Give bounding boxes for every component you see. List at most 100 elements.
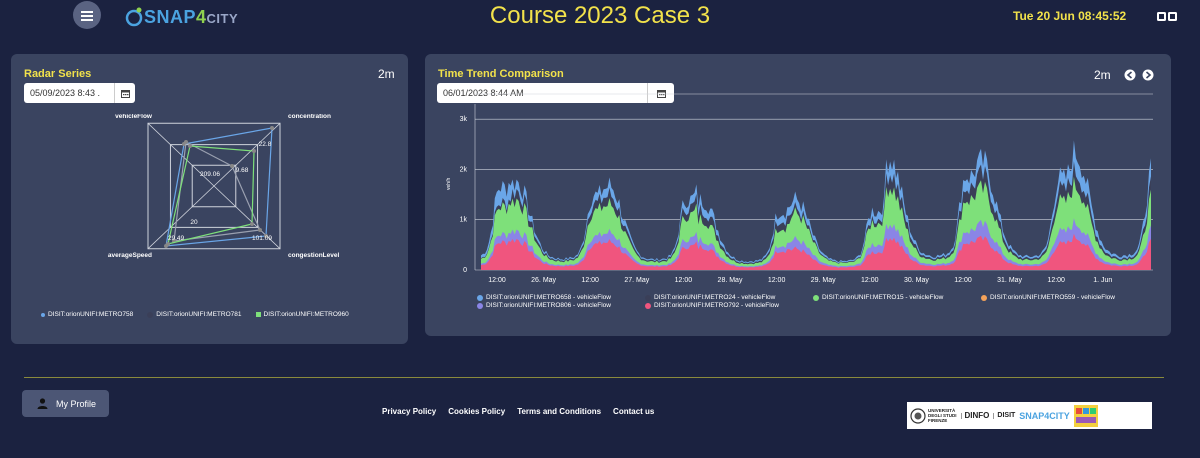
- x-tick-label: 12:00: [954, 277, 972, 284]
- y-tick-label: 1k: [460, 217, 468, 224]
- arrow-right-icon[interactable]: [1142, 69, 1154, 81]
- radar-axis-line: [213, 185, 281, 249]
- widget-title: Time Trend Comparison: [438, 68, 564, 80]
- radar-axis-label: concentration: [288, 114, 331, 120]
- widget-title: Radar Series: [24, 68, 92, 80]
- trend-legend: DISIT:orionUNIFI:METRO658 - vehicleFlow D…: [477, 294, 1157, 309]
- legend-swatch: [645, 294, 651, 301]
- radar-legend: DISIT:orionUNIFI:METRO758 DISIT:orionUNIF…: [41, 311, 401, 318]
- partner-logos: UNIVERSITÀ DEGLI STUDI FIRENZE DINFO DISIT…: [907, 402, 1152, 429]
- y-tick-label: 0: [463, 267, 467, 274]
- x-tick-label: 27. May: [624, 277, 649, 284]
- disit-logo[interactable]: DISIT: [993, 412, 1015, 419]
- y-tick-label: 3k: [460, 116, 468, 123]
- unifi-seal-icon: [910, 407, 926, 424]
- x-tick-label: 26. May: [531, 277, 556, 284]
- radar-point: [252, 149, 256, 153]
- radar-point: [188, 144, 192, 148]
- legend-swatch: [477, 294, 483, 301]
- x-tick-label: 12:00: [581, 277, 599, 284]
- radar-series-polygon: [173, 141, 261, 242]
- time-trend-chart: 0 1k 2k 3k veh/h 12:00 26. May 12:00 27. May 12:0…: [446, 93, 1153, 284]
- footer-divider: [24, 377, 1164, 378]
- date-picker[interactable]: 05/09/2023 8:43 .: [24, 83, 135, 103]
- my-profile-button[interactable]: My Profile: [22, 390, 109, 417]
- terms-link[interactable]: Terms and Conditions: [517, 407, 602, 416]
- calendar-icon: [120, 89, 130, 98]
- legend-item[interactable]: DISIT:orionUNIFI:METRO559 - vehicleFlow: [981, 294, 1139, 301]
- menu-icon: [81, 10, 93, 21]
- legend-swatch: [981, 294, 987, 301]
- area-series: [481, 233, 1151, 270]
- radar-data-label: 20: [190, 219, 198, 226]
- dashboard-title: Course 2023 Case 3: [489, 2, 711, 29]
- snap4city-logo-icon: [125, 7, 143, 27]
- date-input[interactable]: 05/09/2023 8:43 .: [30, 88, 101, 98]
- x-tick-label: 12:00: [861, 277, 879, 284]
- radar-chart: vehicleFlow concentration congestionLevel a…: [108, 114, 340, 259]
- legend-item[interactable]: DISIT:orionUNIFI:METRO960: [255, 311, 349, 318]
- unifi-logo[interactable]: UNIVERSITÀ DEGLI STUDI FIRENZE: [910, 407, 957, 424]
- legend-item[interactable]: DISIT:orionUNIFI:METRO806 - vehicleFlow: [477, 302, 635, 309]
- legend-item[interactable]: DISIT:orionUNIFI:METRO758: [41, 311, 133, 318]
- x-tick-label: 29. May: [811, 277, 836, 284]
- arrow-left-icon[interactable]: [1124, 69, 1136, 81]
- radar-data-label: 209.06: [200, 171, 220, 178]
- radar-axis-line: [147, 123, 215, 187]
- legend-label: DISIT:orionUNIFI:METRO15 - vehicleFlow: [822, 294, 944, 301]
- x-tick-label: 30. May: [904, 277, 929, 284]
- snap4city-footer-logo[interactable]: SNAP4CITY: [1019, 410, 1070, 421]
- legend-swatch: [41, 312, 45, 317]
- footer-links: Privacy Policy Cookies Policy Terms and …: [382, 407, 654, 416]
- radar-point: [270, 126, 274, 130]
- refresh-interval: 2m: [378, 67, 395, 81]
- my-profile-label: My Profile: [56, 398, 97, 409]
- x-tick-label: 12:00: [768, 277, 786, 284]
- legend-item[interactable]: DISIT:orionUNIFI:METRO781: [147, 311, 242, 318]
- snap4city-logo[interactable]: SNAP4CITY: [124, 3, 238, 31]
- radar-series-widget: Radar Series 2m 05/09/2023 8:43 . vehicl…: [11, 54, 408, 344]
- radar-axis-label: vehicleFlow: [115, 114, 153, 120]
- privacy-policy-link[interactable]: Privacy Policy: [382, 407, 437, 416]
- radar-data-label: 29.49: [168, 235, 185, 242]
- refresh-interval: 2m: [1094, 68, 1111, 82]
- legend-item[interactable]: DISIT:orionUNIFI:METRO24 - vehicleFlow: [645, 294, 803, 301]
- radar-point: [250, 222, 254, 226]
- date-input[interactable]: 06/01/2023 8:44 AM: [443, 88, 524, 98]
- radar-data-label: 22.8: [259, 141, 272, 148]
- contact-link[interactable]: Contact us: [613, 407, 655, 416]
- radar-point: [184, 140, 188, 144]
- y-axis-label: veh/h: [446, 178, 452, 190]
- x-tick-label: 1. Jun: [1093, 277, 1112, 284]
- legend-label: DISIT:orionUNIFI:METRO658 - vehicleFlow: [486, 294, 611, 301]
- legend-label: DISIT:orionUNIFI:METRO960: [263, 311, 349, 318]
- logo-wordmark: SNAP4CITY: [144, 6, 239, 27]
- x-tick-label: 12:00: [488, 277, 506, 284]
- hamburger-menu-button[interactable]: [73, 1, 101, 29]
- legend-label: DISIT:orionUNIFI:METRO792 - vehicleFlow: [654, 302, 779, 309]
- colorful-badge-icon[interactable]: [1073, 404, 1098, 427]
- radar-axis-label: congestionLevel: [288, 252, 339, 259]
- radar-data-label: 101.09: [252, 235, 272, 242]
- radar-axis-line: [213, 123, 281, 187]
- x-tick-label: 12:00: [1047, 277, 1065, 284]
- legend-label: DISIT:orionUNIFI:METRO758: [48, 311, 134, 318]
- radar-point: [166, 242, 170, 246]
- legend-swatch: [255, 312, 261, 317]
- legend-item[interactable]: DISIT:orionUNIFI:METRO792 - vehicleFlow: [645, 302, 803, 309]
- x-tick-label: 12:00: [675, 277, 693, 284]
- cookies-policy-link[interactable]: Cookies Policy: [448, 407, 506, 416]
- dinfo-logo[interactable]: DINFO: [960, 411, 989, 419]
- radar-point: [230, 164, 234, 168]
- legend-label: DISIT:orionUNIFI:METRO781: [156, 311, 242, 318]
- radar-point: [258, 228, 262, 232]
- top-bar: SNAP4CITY Course 2023 Case 3 Tue 20 Jun …: [0, 0, 1200, 40]
- legend-item[interactable]: DISIT:orionUNIFI:METRO15 - vehicleFlow: [813, 294, 971, 301]
- legend-label: DISIT:orionUNIFI:METRO24 - vehicleFlow: [654, 294, 776, 301]
- x-tick-label: 28. May: [718, 277, 743, 284]
- radar-point: [264, 234, 268, 238]
- legend-item[interactable]: DISIT:orionUNIFI:METRO658 - vehicleFlow: [477, 294, 635, 301]
- x-tick-label: 31. May: [997, 277, 1022, 284]
- fullscreen-icon[interactable]: [1157, 11, 1177, 23]
- calendar-button[interactable]: [114, 83, 135, 103]
